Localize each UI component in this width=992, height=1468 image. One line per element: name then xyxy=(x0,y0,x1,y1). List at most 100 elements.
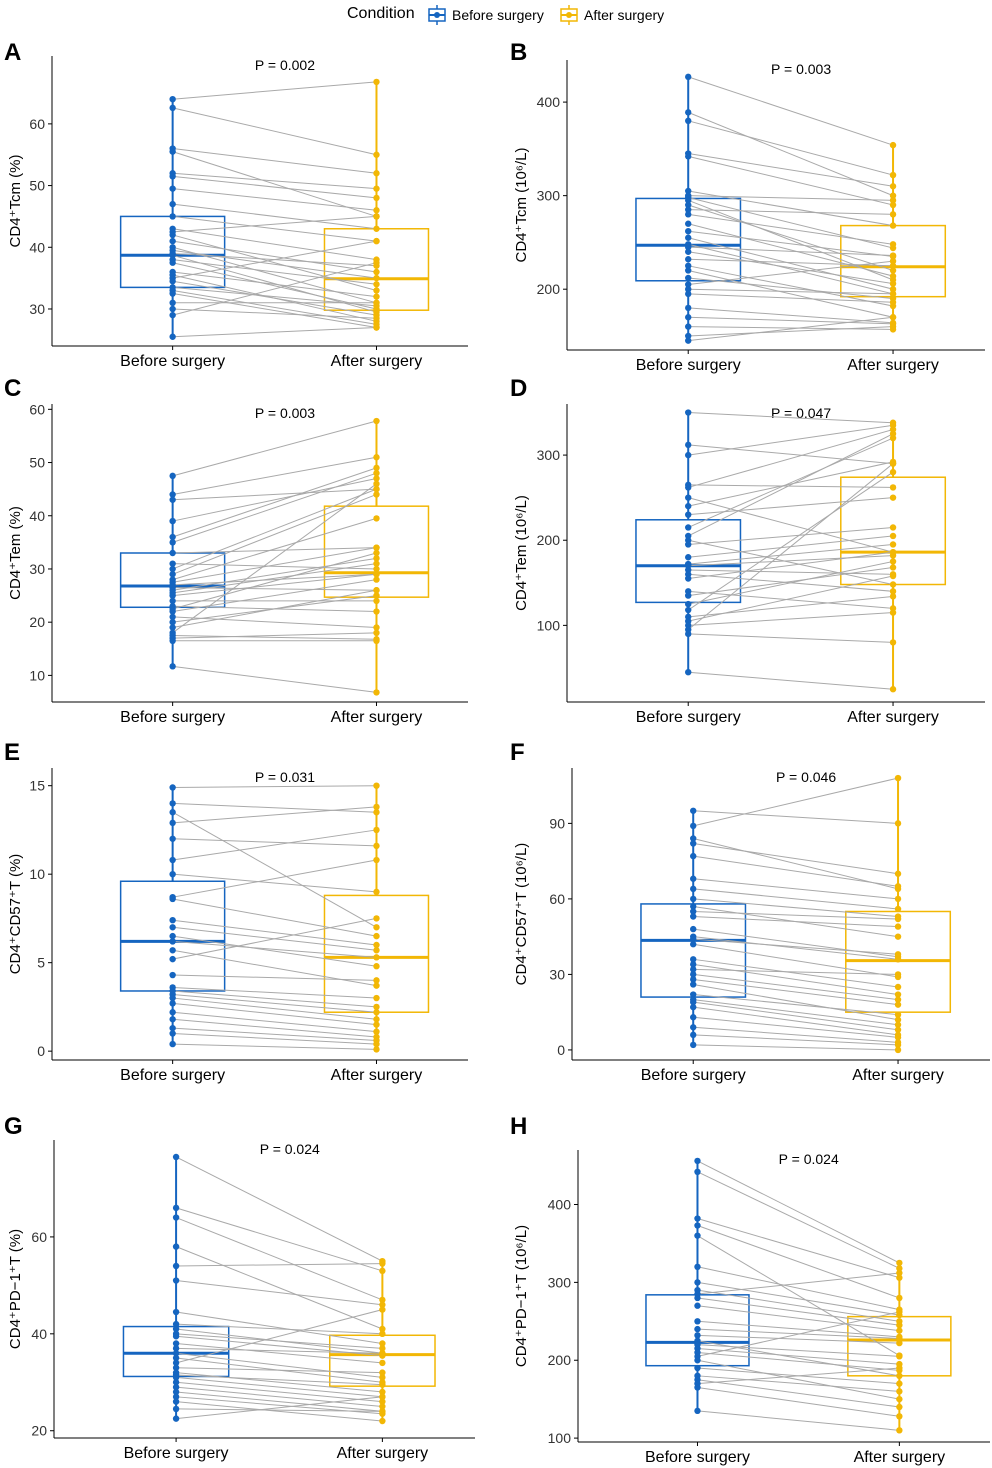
legend-item-after: After surgery xyxy=(558,4,664,26)
point-before xyxy=(690,1031,697,1039)
pair-line xyxy=(172,467,377,538)
point-before xyxy=(685,630,692,638)
pair-line xyxy=(172,573,377,586)
point-after xyxy=(373,454,380,461)
point-before xyxy=(172,1243,180,1250)
pair-line xyxy=(697,1281,900,1316)
point-after xyxy=(373,947,380,954)
pair-line xyxy=(172,240,377,273)
point-before xyxy=(690,835,697,842)
pair-line xyxy=(697,1320,900,1338)
point-before xyxy=(694,1232,701,1239)
point-before xyxy=(685,524,692,531)
point-before xyxy=(169,517,176,525)
pair-line xyxy=(688,195,894,201)
pair-line xyxy=(688,155,894,206)
point-before xyxy=(685,502,692,510)
point-after xyxy=(373,207,380,214)
point-after xyxy=(894,870,902,877)
point-before xyxy=(169,1030,176,1037)
y-tick-label: 50 xyxy=(29,178,45,194)
pair-line xyxy=(172,1043,377,1050)
point-after xyxy=(894,996,902,1003)
pair-line xyxy=(693,963,899,996)
point-before xyxy=(685,600,692,608)
point-before xyxy=(169,624,176,631)
point-after xyxy=(373,78,380,86)
point-before xyxy=(172,1364,180,1371)
point-before xyxy=(169,947,176,954)
x-tick-label: After surgery xyxy=(331,709,423,726)
p-value: P = 0.024 xyxy=(260,1141,320,1157)
pair-line xyxy=(176,1347,383,1354)
pair-line xyxy=(688,539,894,585)
point-after xyxy=(373,560,380,567)
point-before xyxy=(169,311,176,319)
point-after xyxy=(894,983,902,991)
pair-line xyxy=(176,1374,383,1386)
pair-line xyxy=(176,1391,383,1412)
panel-label: F xyxy=(510,739,525,766)
pair-line xyxy=(172,188,377,211)
pair-line xyxy=(688,277,894,300)
pair-line xyxy=(176,1408,383,1412)
point-after xyxy=(894,883,902,890)
pair-line xyxy=(172,1032,377,1045)
point-after xyxy=(889,541,897,548)
y-tick-label: 20 xyxy=(29,614,45,630)
point-before xyxy=(690,998,697,1006)
pair-line xyxy=(688,316,894,325)
x-tick-label: After surgery xyxy=(331,1067,423,1084)
pair-line xyxy=(172,259,377,285)
pair-line xyxy=(688,424,894,456)
pair-line xyxy=(172,172,377,190)
point-before xyxy=(685,73,692,81)
point-before xyxy=(169,1000,176,1007)
pair-line xyxy=(697,1379,900,1408)
point-before xyxy=(690,903,697,910)
point-before xyxy=(172,1214,180,1221)
y-tick-label: 300 xyxy=(548,1274,572,1290)
point-before xyxy=(685,227,692,235)
point-before xyxy=(172,1359,180,1367)
point-after xyxy=(379,1374,386,1381)
y-tick-label: 40 xyxy=(31,1326,47,1342)
point-before xyxy=(690,822,697,830)
point-after xyxy=(373,299,380,307)
pair-line xyxy=(172,81,377,100)
point-before xyxy=(169,1040,176,1048)
point-before xyxy=(690,935,697,943)
point-before xyxy=(169,333,176,340)
point-after xyxy=(896,1259,903,1267)
point-before xyxy=(685,153,692,160)
point-before xyxy=(685,262,692,270)
point-after xyxy=(889,280,897,287)
point-before xyxy=(690,981,697,988)
pair-line xyxy=(697,1272,900,1295)
pair-line xyxy=(688,316,894,342)
pair-line xyxy=(176,1381,383,1403)
y-tick-label: 60 xyxy=(29,116,45,132)
pair-line xyxy=(688,633,894,643)
point-before xyxy=(685,451,692,459)
pair-line xyxy=(693,837,899,890)
point-before xyxy=(172,1308,180,1316)
pair-line xyxy=(172,634,377,640)
y-tick-label: 60 xyxy=(29,401,45,417)
point-before xyxy=(685,109,692,116)
point-before xyxy=(172,1325,180,1333)
point-before xyxy=(694,1294,701,1302)
point-before xyxy=(169,533,176,541)
p-value: P = 0.024 xyxy=(779,1151,839,1167)
pair-line xyxy=(688,526,894,545)
pair-line xyxy=(176,1372,383,1393)
point-before xyxy=(694,1168,701,1176)
pair-line xyxy=(172,547,377,583)
point-after xyxy=(889,222,897,229)
pair-line xyxy=(172,493,377,575)
point-before xyxy=(685,285,692,293)
point-after xyxy=(373,576,380,583)
point-after xyxy=(373,464,380,472)
pair-line xyxy=(172,994,377,1013)
point-before xyxy=(172,1415,180,1422)
